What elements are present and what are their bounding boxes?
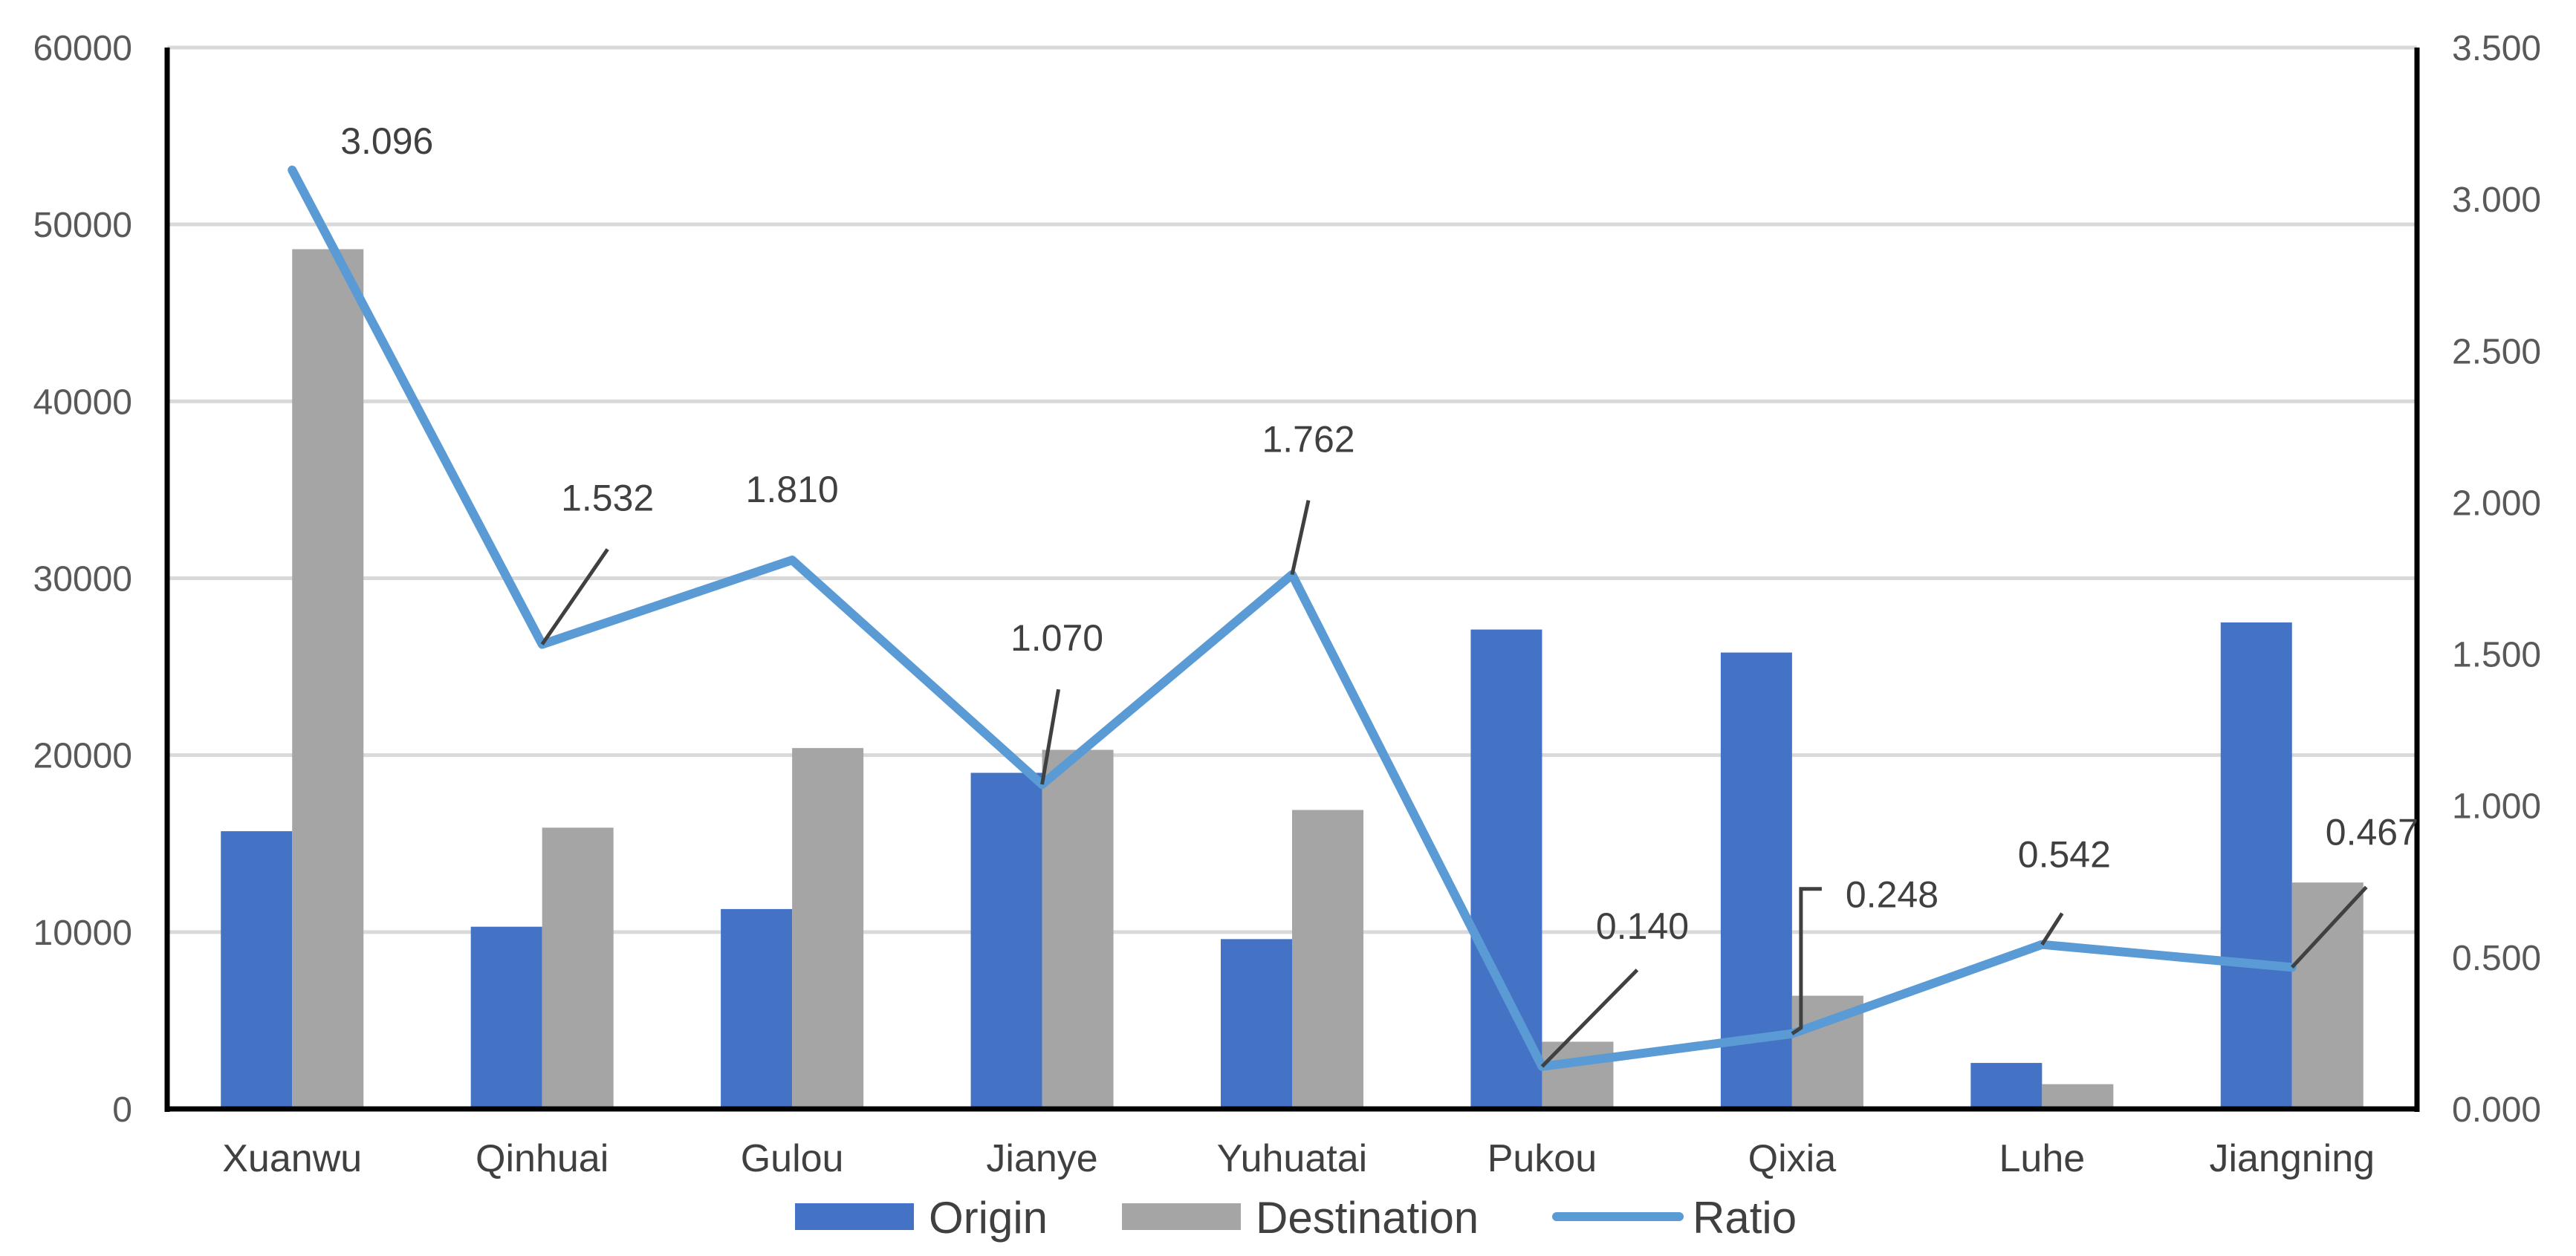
right-tick-label: 3.500: [2452, 29, 2541, 68]
label-leader-line: [1540, 969, 1639, 1068]
left-axis-ticks: 0 10000 20000 30000 40000 50000 60000: [33, 29, 132, 1130]
left-tick-label: 60000: [33, 29, 132, 68]
category-label: Pukou: [1487, 1137, 1597, 1180]
left-tick-label: 30000: [33, 560, 132, 599]
origin-bar: [1470, 629, 1542, 1109]
origin-bar: [1970, 1063, 2043, 1109]
gridlines: [167, 45, 2417, 934]
right-tick-label: 1.000: [2452, 787, 2541, 827]
ratio-data-label: 0.248: [1846, 874, 1939, 916]
ratio-data-label: 1.070: [1010, 617, 1103, 659]
destination-bar: [2291, 882, 2364, 1109]
category-label: Qinhuai: [476, 1137, 609, 1180]
right-tick-label: 2.500: [2452, 332, 2541, 371]
ratio-data-label: 0.140: [1596, 905, 1689, 947]
bars: [221, 249, 2364, 1109]
category-label: Jiangning: [2209, 1137, 2375, 1180]
category-label: Jianye: [986, 1137, 1097, 1180]
label-leader-line: [1290, 500, 1311, 576]
legend-label-origin: Origin: [929, 1193, 1048, 1243]
category-label: Yuhuatai: [1217, 1137, 1367, 1180]
category-label: Gulou: [741, 1137, 844, 1180]
label-leader-line: [1791, 887, 1822, 1035]
left-tick-label: 0: [112, 1090, 132, 1130]
legend: Origin Destination Ratio: [795, 1193, 1797, 1243]
ratio-data-label: 1.810: [746, 469, 839, 510]
ratio-data-label: 1.762: [1262, 419, 1354, 461]
destination-bar: [1042, 749, 1114, 1109]
category-labels: Xuanwu Qinhuai Gulou Jianye Yuhuatai Pukou Qix…: [222, 1137, 2375, 1180]
category-label: Luhe: [1999, 1137, 2085, 1180]
ratio-data-label: 3.096: [340, 120, 433, 162]
ratio-data-label: 0.467: [2326, 811, 2418, 853]
axes: [164, 48, 2420, 1112]
destination-bar: [792, 748, 864, 1109]
category-label: Qixia: [1748, 1137, 1837, 1180]
right-tick-label: 3.000: [2452, 180, 2541, 220]
destination-bar: [1542, 1041, 1614, 1109]
origin-bar: [1221, 939, 1292, 1109]
origin-bar: [221, 831, 293, 1109]
destination-bar: [292, 249, 364, 1109]
label-leader-line: [540, 548, 609, 645]
label-leader-line: [1040, 689, 1061, 785]
origin-bar: [970, 772, 1042, 1109]
destination-bar: [2042, 1084, 2114, 1109]
legend-label-ratio: Ratio: [1693, 1193, 1797, 1243]
left-tick-label: 40000: [33, 383, 132, 422]
origin-bar: [470, 926, 542, 1109]
label-leader-line: [2040, 912, 2064, 946]
legend-label-destination: Destination: [1256, 1193, 1479, 1243]
right-tick-label: 1.500: [2452, 636, 2541, 675]
data-labels: 3.096 1.532 1.810 1.070 1.762 0.140 0.248 0.542…: [340, 120, 2418, 1068]
category-label: Xuanwu: [222, 1137, 362, 1180]
destination-bar: [1292, 810, 1363, 1109]
legend-swatch-origin: [795, 1203, 914, 1230]
origin-bar: [721, 908, 793, 1109]
right-tick-label: 0.500: [2452, 939, 2541, 978]
label-leader-line: [2290, 885, 2368, 969]
legend-swatch-destination: [1122, 1203, 1241, 1230]
left-tick-label: 50000: [33, 206, 132, 245]
left-tick-label: 10000: [33, 914, 132, 953]
ratio-data-label: 0.542: [2018, 834, 2111, 876]
destination-bar: [542, 827, 614, 1109]
left-tick-label: 20000: [33, 737, 132, 776]
origin-bar: [2220, 622, 2292, 1109]
right-tick-label: 0.000: [2452, 1090, 2541, 1130]
ratio-data-label: 1.532: [561, 478, 654, 519]
right-tick-label: 2.000: [2452, 484, 2541, 523]
right-axis-ticks: 0.000 0.500 1.000 1.500 2.000 2.500 3.000 3.500: [2452, 29, 2541, 1130]
